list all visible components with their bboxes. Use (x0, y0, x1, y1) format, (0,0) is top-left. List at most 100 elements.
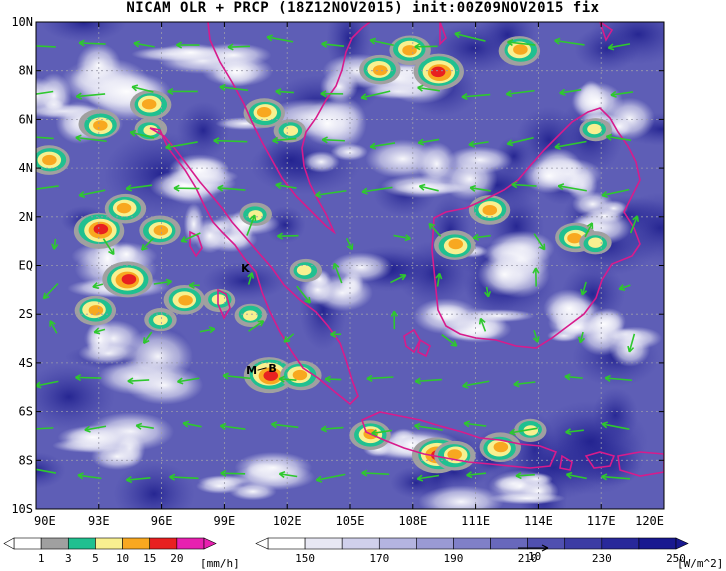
lon-label: 105E (336, 514, 365, 528)
wind-arrow (165, 141, 198, 151)
wind-arrow (607, 43, 631, 51)
wind-arrow (441, 334, 458, 347)
olr-colorbar-swatch (453, 537, 491, 550)
coastline-mentawai (217, 288, 231, 320)
precip-cell (143, 125, 158, 136)
wind-arrow (416, 474, 440, 482)
wind-arrow (532, 267, 540, 287)
wind-arrow (141, 237, 155, 251)
place-label-m: M (246, 364, 257, 377)
wind-arrow (220, 469, 246, 477)
wind-arrow (580, 281, 588, 296)
olr-clear-patch (234, 451, 313, 484)
wind-arrow (418, 183, 439, 192)
wind-arrow (366, 374, 394, 382)
precip-colorbar-tick: 20 (170, 552, 183, 565)
lat-label: 10S (11, 502, 33, 516)
olr-deep-patch (390, 466, 442, 499)
wind-arrow (278, 470, 298, 479)
wind-arrow (102, 238, 115, 256)
lat-label: 4N (19, 161, 33, 175)
wind-arrow (270, 421, 299, 429)
wind-arrow (36, 45, 56, 48)
wind-arrow (513, 380, 536, 388)
olr-clear-patch (461, 309, 535, 323)
olr-clear-patch (477, 253, 532, 296)
wind-arrow (345, 237, 354, 251)
wind-arrow (461, 92, 491, 101)
wind-arrow (125, 476, 151, 484)
lon-label: 99E (214, 514, 236, 528)
wind-arrow (275, 88, 294, 96)
lon-label: 90E (34, 514, 56, 528)
precip-cell (588, 237, 603, 248)
wind-arrow (511, 181, 537, 189)
olr-colorbar-tick: 170 (369, 552, 389, 565)
precip-cell (88, 305, 104, 316)
wind-arrow (180, 232, 201, 243)
wind-arrow (414, 43, 438, 51)
wind-arrow (75, 373, 102, 382)
wind-arrow (315, 473, 346, 483)
vector-reference-arrowhead (541, 544, 549, 552)
precip-cell (263, 370, 279, 381)
lon-label: 111E (461, 514, 490, 528)
olr-deep-patch (36, 363, 115, 431)
lat-label: 2S (19, 307, 33, 321)
wind-arrow (93, 327, 106, 335)
olr-deep-patch (113, 461, 195, 509)
wind-arrow (478, 317, 487, 332)
precip-cell (523, 425, 539, 436)
wind-arrow (417, 138, 440, 146)
olr-colorbar-tick: 230 (592, 552, 612, 565)
precip-colorbar-tick: 1 (38, 552, 45, 565)
precip-cell (447, 449, 462, 460)
wind-arrow (472, 233, 491, 241)
wind-arrow (559, 88, 582, 96)
olr-clear-patch (543, 289, 595, 328)
precip-cell (292, 369, 308, 381)
precip-colorbar-tick: 5 (92, 552, 99, 565)
precip-colorbar-swatch (95, 537, 123, 550)
coastline-borneo (431, 107, 641, 349)
olr-colorbar-tick: 150 (295, 552, 315, 565)
wind-arrow (219, 422, 246, 430)
wind-arrow (272, 136, 297, 144)
wind-arrow (565, 471, 587, 480)
wind-arrow (320, 90, 344, 98)
olr-clear-patch (413, 298, 480, 335)
lat-label: 8S (19, 453, 33, 467)
wind-arrow (463, 420, 487, 428)
olr-colorbar-high-end (675, 537, 689, 550)
precip-colorbar-swatch (40, 537, 69, 550)
coastline-bangka (403, 328, 421, 354)
precip-cell (178, 295, 193, 306)
wind-arrow (507, 38, 536, 47)
olr-clear-patch (582, 310, 625, 338)
olr-colorbar-low-end (255, 537, 269, 550)
wind-arrow (182, 420, 202, 428)
precip-unit-label: [mm/h] (200, 557, 240, 570)
wind-arrow (506, 136, 534, 147)
precip-cell (482, 205, 498, 216)
wind-arrow (369, 142, 396, 150)
olr-clear-patch (330, 143, 368, 161)
wind-arrow (176, 377, 200, 385)
wind-arrow (49, 320, 58, 334)
wind-arrow (36, 133, 54, 141)
wind-arrow (36, 427, 54, 430)
wind-arrow (332, 262, 343, 284)
precip-cell (587, 123, 602, 135)
olr-clear-patch (441, 157, 498, 201)
wind-arrow (84, 425, 107, 433)
wind-arrow (324, 375, 342, 383)
lat-label: 10N (11, 15, 33, 29)
coastline-bali-lombok (559, 451, 616, 471)
wind-arrow (219, 83, 249, 92)
precip-colorbar-tick: 15 (143, 552, 156, 565)
wind-arrow (315, 189, 347, 199)
wind-arrow (627, 333, 636, 353)
wind-arrow (505, 89, 535, 98)
wind-arrow (248, 320, 265, 332)
